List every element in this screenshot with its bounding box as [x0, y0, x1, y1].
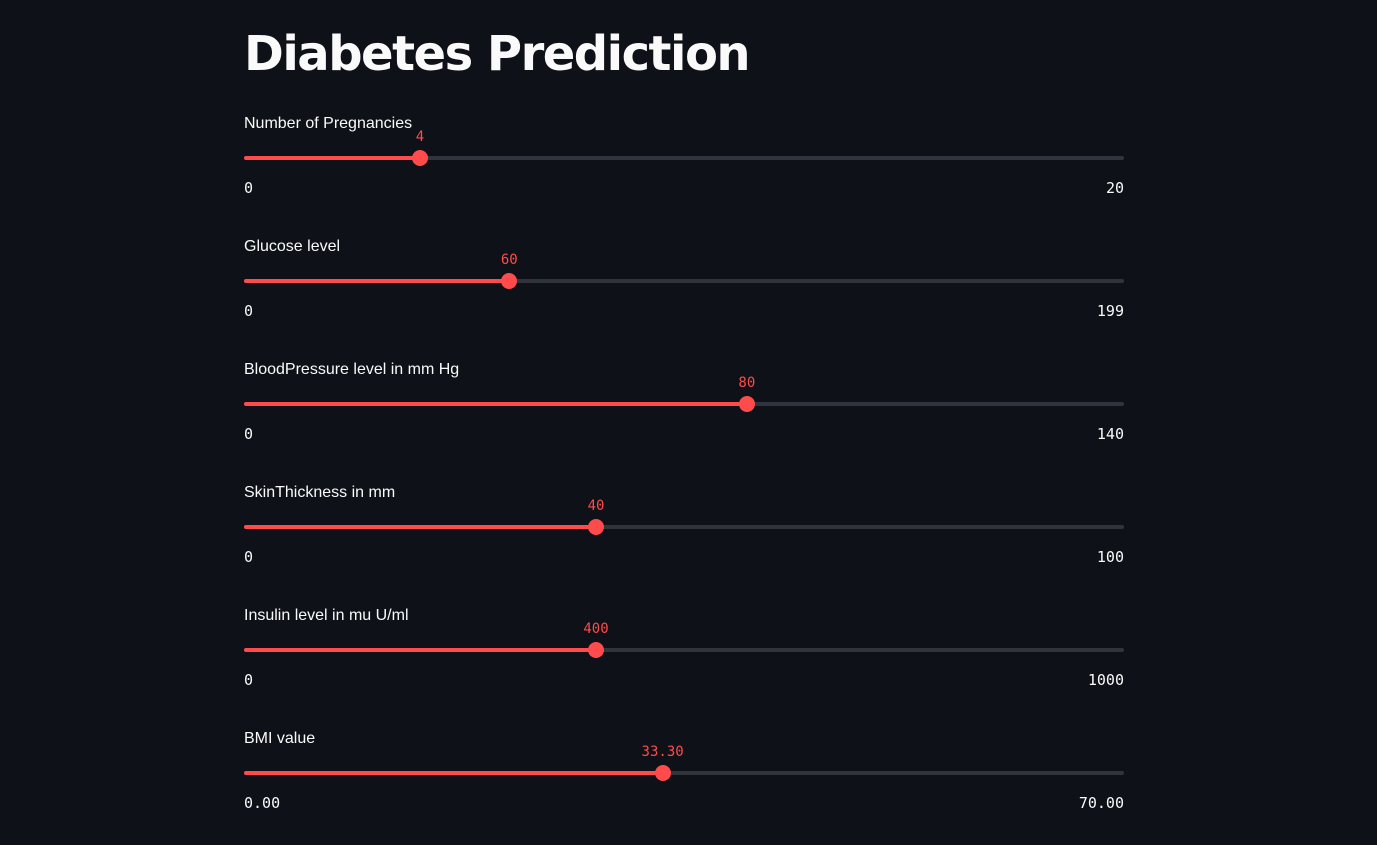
slider-max-label: 70.00	[1078, 794, 1124, 812]
slider-min-label: 0	[244, 425, 254, 443]
slider-min-label: 0	[244, 671, 254, 689]
slider-label: Glucose level	[244, 238, 341, 255]
slider-track-fill	[244, 525, 596, 529]
slider-thumb[interactable]	[588, 519, 604, 535]
slider-value: 4	[415, 129, 425, 145]
slider-value: 33.30	[641, 744, 684, 760]
slider-track[interactable]: 4	[244, 129, 1124, 166]
slider-pregnancies: Number of Pregnancies 4 0 20	[244, 114, 1124, 214]
slider-value: 60	[500, 252, 518, 268]
slider-label: Insulin level in mu U/ml	[244, 607, 409, 624]
slider-blood-pressure: BloodPressure level in mm Hg 80 0 140	[244, 360, 1124, 460]
slider-insulin: Insulin level in mu U/ml 400 0 1000	[244, 606, 1124, 706]
slider-thumb[interactable]	[412, 150, 428, 166]
slider-value: 80	[738, 375, 756, 391]
slider-thumb[interactable]	[738, 396, 755, 412]
slider-max-label: 199	[1096, 302, 1124, 320]
slider-label: SkinThickness in mm	[244, 484, 396, 501]
slider-track[interactable]: 60	[244, 252, 1124, 289]
slider-label: BMI value	[244, 730, 316, 747]
slider-label: BloodPressure level in mm Hg	[244, 361, 460, 378]
slider-max-label: 100	[1096, 548, 1124, 566]
page-title: Diabetes Prediction	[244, 26, 751, 82]
slider-track-fill	[244, 402, 747, 406]
slider-label: Number of Pregnancies	[244, 115, 413, 132]
slider-value: 40	[587, 498, 605, 514]
slider-track-fill	[244, 279, 510, 283]
slider-track-fill	[244, 771, 663, 775]
slider-track[interactable]: 33.30	[244, 744, 1124, 781]
slider-track-fill	[244, 648, 596, 652]
slider-min-label: 0	[244, 179, 254, 197]
slider-track[interactable]: 400	[244, 621, 1124, 658]
slider-track[interactable]: 40	[244, 498, 1124, 535]
slider-value: 400	[583, 621, 609, 637]
slider-track-fill	[244, 156, 420, 160]
slider-max-label: 20	[1105, 179, 1124, 197]
slider-min-label: 0	[244, 302, 254, 320]
slider-thumb[interactable]	[501, 273, 518, 289]
slider-min-label: 0	[244, 548, 254, 566]
slider-min-label: 0.00	[244, 794, 281, 812]
slider-thumb[interactable]	[654, 765, 671, 781]
slider-track[interactable]: 80	[244, 375, 1124, 412]
slider-bmi: BMI value 33.30 0.00 70.00	[244, 729, 1124, 829]
slider-max-label: 1000	[1087, 671, 1124, 689]
slider-skin-thickness: SkinThickness in mm 40 0 100	[244, 483, 1124, 583]
slider-max-label: 140	[1096, 425, 1124, 443]
slider-thumb[interactable]	[588, 642, 604, 658]
slider-glucose: Glucose level 60 0 199	[244, 237, 1124, 337]
